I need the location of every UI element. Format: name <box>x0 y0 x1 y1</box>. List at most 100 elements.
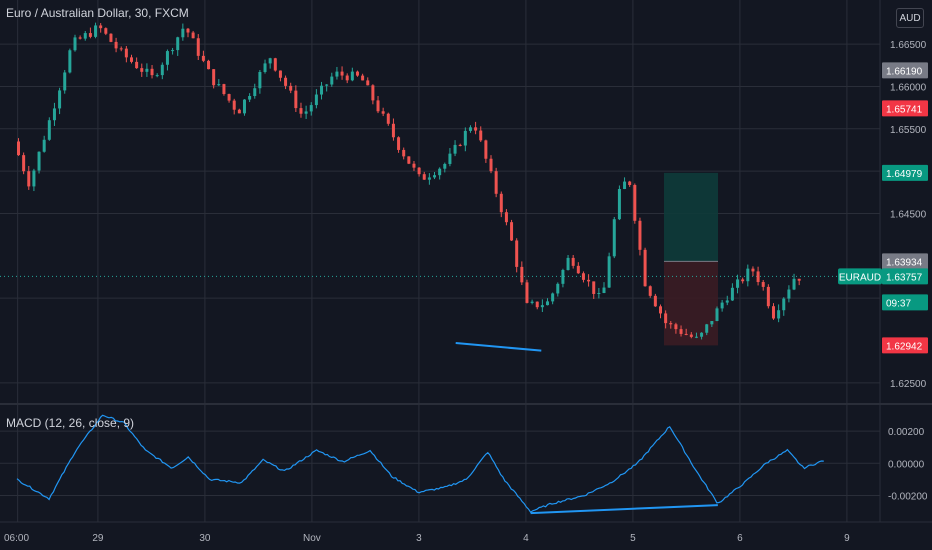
price-trendline <box>455 342 542 352</box>
candle-body <box>129 57 133 62</box>
candle-body <box>443 163 447 169</box>
candle-body <box>309 105 313 112</box>
candle-body <box>689 334 693 337</box>
candle-body <box>68 50 72 73</box>
macd-panel <box>16 414 824 515</box>
candle-body <box>617 189 621 220</box>
candle-body <box>576 265 580 274</box>
candle-body <box>484 140 488 159</box>
candle-body <box>22 155 26 172</box>
candle-body <box>386 113 390 124</box>
candle-body <box>679 329 683 334</box>
candle-body <box>715 308 719 322</box>
time-tick-label: 9 <box>844 533 850 544</box>
candle-body <box>587 279 591 282</box>
candle-body <box>746 268 750 282</box>
time-tick-label: 5 <box>630 533 636 544</box>
macd-tick-label: 0.00000 <box>888 459 925 470</box>
candle-body <box>664 313 668 324</box>
price-labels: 1.66190 1.65741 1.64979 1.63934 EURAUD 1.6375… <box>838 62 928 354</box>
price-label: 1.62942 <box>882 337 928 354</box>
price-tag-text: 1.62942 <box>886 341 923 352</box>
candle-body <box>289 85 293 91</box>
candle-body <box>165 51 169 65</box>
price-tag-text: 1.63934 <box>886 257 923 268</box>
candle-body <box>684 333 688 335</box>
price-tick-label: 1.65500 <box>890 125 927 136</box>
candle-body <box>602 287 606 294</box>
time-tick-label: 3 <box>416 533 422 544</box>
price-tick-label: 1.62500 <box>890 379 927 390</box>
candle-body <box>705 324 709 333</box>
candle-body <box>73 37 77 51</box>
candle-body <box>58 90 62 109</box>
candle-body <box>751 268 755 272</box>
candle-body <box>330 76 334 85</box>
candle-body <box>155 75 159 77</box>
candle-body <box>160 64 164 76</box>
candle-body <box>361 75 365 81</box>
candle-body <box>176 37 180 51</box>
candle-body <box>525 282 529 303</box>
candle-body <box>171 50 175 52</box>
time-tick-label: 6 <box>737 533 743 544</box>
candle-body <box>181 28 185 38</box>
candle-body <box>756 271 760 283</box>
candle-body <box>314 94 318 106</box>
candle-body <box>397 137 401 150</box>
candle-body <box>196 38 200 56</box>
candle-body <box>540 305 544 308</box>
candle-body <box>299 108 303 114</box>
candle-body <box>78 37 82 39</box>
currency-button[interactable]: AUD <box>896 8 924 28</box>
time-tick-label: 06:00 <box>4 533 29 544</box>
price-tag-text: 1.64979 <box>886 169 923 180</box>
candle-body <box>736 279 740 288</box>
candle-body <box>222 84 226 95</box>
candle-body <box>109 33 113 42</box>
symbol-tag <box>838 268 882 285</box>
candle-body <box>391 123 395 138</box>
price-tag <box>882 253 928 270</box>
candle-body <box>623 181 627 190</box>
price-label: 09:37 <box>882 294 928 311</box>
candle-body <box>284 77 288 86</box>
candle-body <box>417 167 421 175</box>
candle-body <box>114 41 118 49</box>
candle-body <box>94 25 98 37</box>
candle-body <box>556 283 560 294</box>
candle-body <box>700 332 704 337</box>
time-tick-label: Nov <box>303 533 321 544</box>
macd-indicator-label[interactable]: MACD (12, 26, close, 9) <box>6 416 135 430</box>
candle-body <box>186 28 190 33</box>
candle-body <box>294 90 298 109</box>
candle-body <box>710 321 714 325</box>
candle-body <box>458 144 462 146</box>
candles <box>17 22 801 340</box>
candle-body <box>355 71 359 76</box>
candle-body <box>273 58 277 71</box>
candle-body <box>797 278 801 281</box>
price-tag <box>882 268 928 285</box>
candle-body <box>777 310 781 319</box>
candle-body <box>345 75 349 81</box>
candle-body <box>99 25 103 29</box>
candle-body <box>453 144 457 154</box>
candle-body <box>438 168 442 176</box>
candle-body <box>530 301 534 303</box>
candle-body <box>463 130 467 146</box>
time-tick-label: 30 <box>199 533 211 544</box>
candle-body <box>407 156 411 164</box>
candle-body <box>479 130 483 141</box>
candle-body <box>63 72 67 91</box>
candle-body <box>504 212 508 223</box>
candle-body <box>212 69 216 86</box>
chart-title: Euro / Australian Dollar, 30, FXCM <box>6 6 189 20</box>
candle-body <box>725 300 729 303</box>
candle-body <box>510 222 514 241</box>
price-tag-text: 1.65741 <box>886 104 923 115</box>
candle-body <box>207 60 211 70</box>
candle-body <box>659 306 662 314</box>
candle-body <box>278 70 282 78</box>
